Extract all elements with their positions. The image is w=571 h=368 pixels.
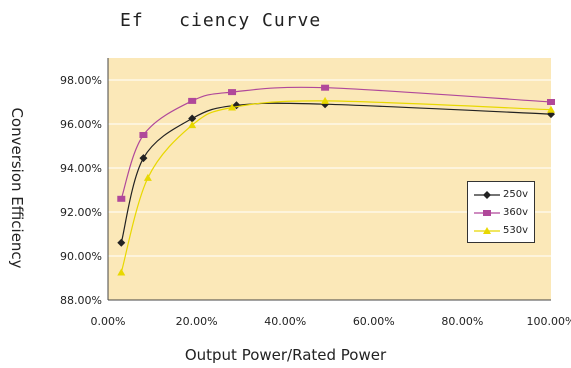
data-point-250v: [117, 238, 126, 247]
x-tick-label: 60.00%: [353, 315, 395, 328]
x-tick-label: 100.00%: [527, 315, 571, 328]
data-point-360v: [547, 99, 555, 105]
data-point-530v: [547, 105, 555, 113]
y-tick-label: 90.00%: [60, 250, 102, 263]
data-point-360v: [117, 195, 126, 202]
data-point-530v: [228, 103, 237, 111]
data-point-250v: [139, 154, 148, 163]
legend-item-250v: 250v: [472, 188, 534, 202]
data-point-530v: [143, 173, 152, 181]
legend-item-360v: 360v: [472, 206, 534, 220]
legend-label: 250v: [503, 189, 529, 200]
legend-item-530v: 530v: [472, 224, 534, 238]
legend-label: 530v: [503, 225, 529, 236]
data-point-360v: [228, 89, 237, 96]
x-tick-label: 20.00%: [176, 315, 218, 328]
legend-label: 360v: [503, 207, 529, 218]
y-tick-label: 98.00%: [60, 74, 102, 87]
x-tick-label: 40.00%: [264, 315, 306, 328]
x-tick-label: 80.00%: [441, 315, 483, 328]
data-point-530v: [117, 268, 126, 276]
y-tick-label: 92.00%: [60, 206, 102, 219]
chart-title: Ef ciency Curve: [120, 10, 322, 31]
data-point-360v: [139, 132, 148, 138]
y-tick-label: 88.00%: [60, 294, 102, 307]
data-point-530v: [188, 121, 197, 129]
x-tick-label: 0.00%: [91, 315, 126, 328]
y-tick-label: 96.00%: [60, 118, 102, 131]
legend: 250v 360v 530v: [467, 181, 535, 243]
data-point-360v: [188, 97, 197, 104]
plot-area: [108, 58, 551, 300]
data-point-360v: [321, 84, 330, 91]
series-line-530v: [120, 100, 552, 273]
data-point-250v: [188, 114, 197, 123]
data-point-530v: [321, 96, 330, 104]
y-axis-label: Conversion Efficiency: [8, 107, 26, 269]
y-tick-label: 94.00%: [60, 162, 102, 175]
x-axis-label: Output Power/Rated Power: [184, 346, 387, 364]
